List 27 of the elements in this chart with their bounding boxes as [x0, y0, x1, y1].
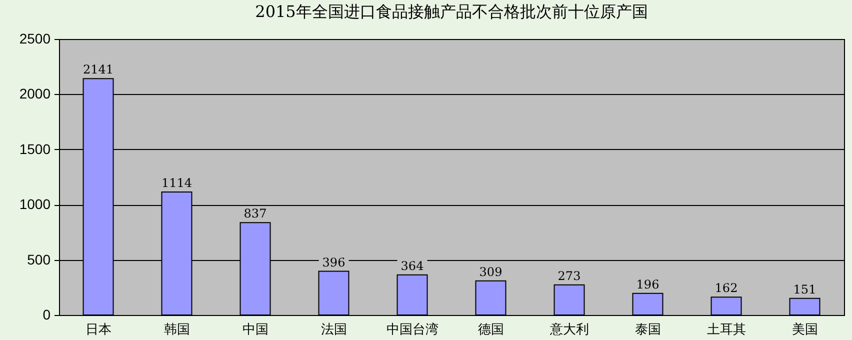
data-label: 2141 — [82, 62, 114, 77]
data-label: 1114 — [161, 176, 192, 190]
x-tick-label: 土耳其 — [706, 322, 746, 336]
y-tick-label: 1000 — [19, 196, 51, 212]
data-label: 396 — [322, 255, 346, 270]
y-tick-label: 0 — [42, 306, 51, 322]
data-label: 151 — [793, 282, 816, 296]
x-tick-label: 美国 — [792, 322, 818, 336]
data-label: 162 — [714, 281, 738, 296]
y-tick-label: 2500 — [19, 30, 51, 46]
y-tick-label: 1500 — [19, 140, 51, 157]
data-label: 273 — [558, 268, 581, 283]
y-tick-label: 2000 — [19, 86, 51, 102]
data-label: 309 — [479, 264, 502, 279]
chart-title: 2015年全国进口食品接触产品不合格批次前十位原产国 — [255, 2, 648, 21]
x-tick-label: 意大利 — [548, 322, 589, 336]
x-tick-label: 中国 — [242, 322, 268, 336]
x-tick-label: 法国 — [320, 322, 347, 336]
data-label: 837 — [244, 206, 267, 221]
x-tick-label: 德国 — [478, 322, 504, 336]
x-tick-label: 韩国 — [164, 322, 190, 336]
data-label: 196 — [636, 277, 660, 292]
x-tick-label: 中国台湾 — [386, 322, 438, 336]
x-tick-label: 日本 — [85, 322, 112, 336]
y-tick-label: 500 — [27, 251, 51, 268]
x-tick-label: 泰国 — [634, 322, 661, 336]
data-label: 364 — [400, 258, 424, 273]
